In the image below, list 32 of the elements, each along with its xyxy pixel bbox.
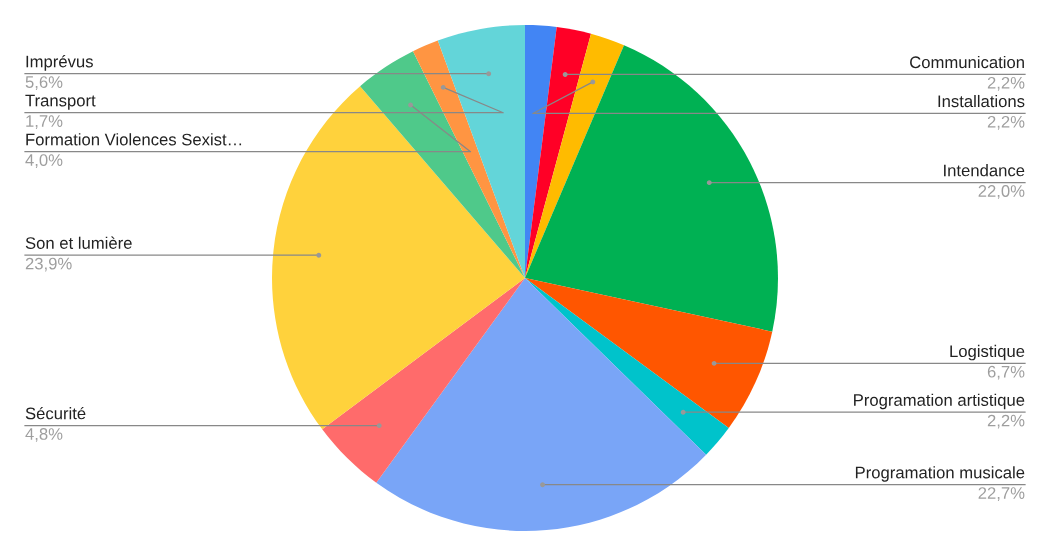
pie-slice — [525, 45, 778, 332]
pie-slice — [322, 278, 525, 483]
slice-label: Formation Violences Sexist… — [26, 133, 242, 146]
data-label: 4,0% — [25, 154, 63, 168]
slice-label: Imprévus — [26, 55, 93, 71]
data-label: 1,7% — [26, 115, 63, 129]
pie-slice — [376, 278, 707, 531]
slice-label: Transport — [25, 94, 96, 110]
slice-label: Sécurité — [25, 406, 86, 420]
data-label: 23,9% — [25, 257, 72, 272]
pie-slice — [360, 51, 525, 278]
data-label: 22,7% — [978, 487, 1025, 501]
data-label: 22,0% — [978, 185, 1025, 199]
slice-label: Programation artistique — [854, 393, 1025, 410]
pie-slice — [272, 86, 525, 430]
data-label: 2,2% — [987, 414, 1025, 429]
data-label: 2,2% — [987, 115, 1025, 130]
data-label: 6,7% — [987, 365, 1025, 380]
data-label: 5,6% — [25, 76, 63, 90]
data-label: 4,8% — [25, 428, 63, 442]
pie-slice — [525, 33, 625, 278]
slice-label: Programation musicale — [855, 466, 1025, 482]
data-label: 2,2% — [987, 76, 1025, 91]
slice-label: Son et lumière — [25, 236, 132, 249]
pie-slice — [525, 278, 773, 428]
slice-label: Intendance — [944, 164, 1025, 177]
pie-slice — [437, 25, 525, 278]
pie-slice — [412, 40, 525, 278]
slice-label: Installations — [938, 94, 1025, 108]
slice-label: Logistique — [950, 344, 1025, 361]
pie-slice — [525, 26, 591, 278]
slice-label: Communication — [910, 55, 1024, 69]
